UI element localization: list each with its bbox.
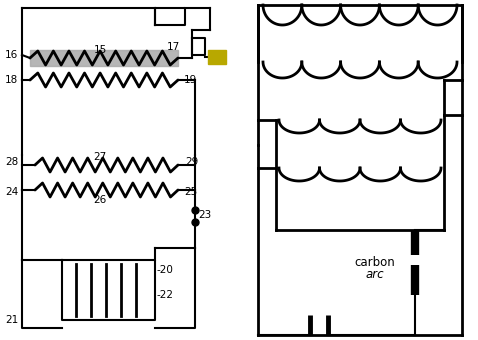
Text: 26: 26 [93, 195, 107, 205]
Text: 21: 21 [5, 315, 18, 325]
Text: 15: 15 [93, 45, 107, 55]
Text: 29: 29 [185, 157, 198, 167]
Text: 25: 25 [184, 187, 197, 197]
Text: 27: 27 [93, 152, 107, 162]
Text: 17: 17 [167, 42, 180, 52]
Text: -22: -22 [157, 290, 174, 300]
Bar [208, 50, 226, 64]
Text: 18: 18 [5, 75, 18, 85]
Text: arc: arc [366, 269, 384, 282]
Text: 24: 24 [5, 187, 18, 197]
Text: 23: 23 [198, 210, 211, 220]
Text: 16: 16 [5, 50, 18, 60]
Text: 28: 28 [5, 157, 18, 167]
Bar [30, 50, 178, 66]
Text: 19: 19 [184, 75, 197, 85]
Text: -20: -20 [157, 265, 174, 275]
Text: carbon: carbon [355, 255, 395, 269]
